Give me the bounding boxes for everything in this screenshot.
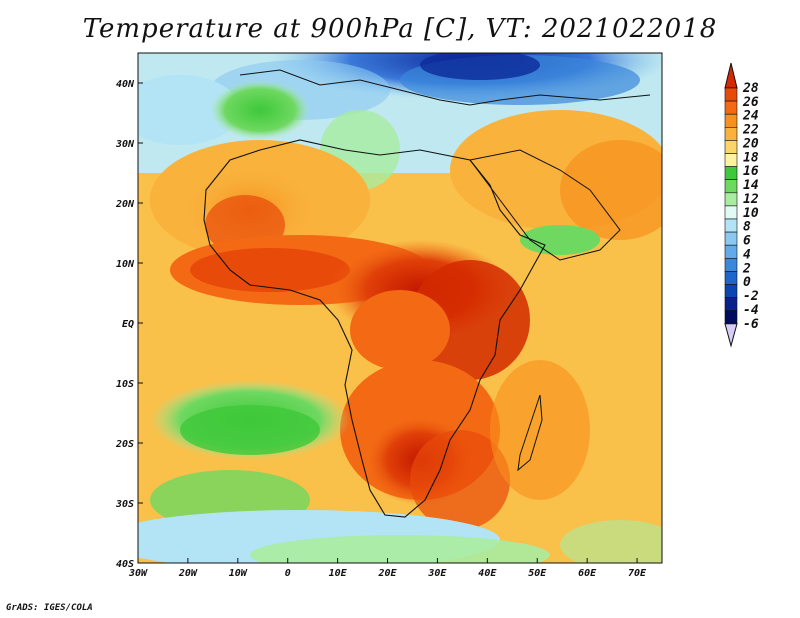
- europe-coastline: [239, 69, 651, 106]
- colorbar-segment: [724, 192, 738, 207]
- x-tick-label: 30W: [128, 568, 148, 579]
- colorbar-label: -4: [743, 303, 759, 318]
- colorbar-label: 22: [742, 123, 759, 138]
- map-frame: [137, 52, 663, 564]
- colorbar-segment: [724, 284, 738, 298]
- y-tick-label: 20N: [115, 199, 135, 210]
- colorbar-segment: [724, 100, 738, 115]
- x-tick-label: 60E: [578, 568, 597, 579]
- colorbar-label: -2: [743, 289, 759, 304]
- colorbar-segment: [724, 153, 738, 167]
- colorbar-segment: [724, 310, 738, 325]
- colorbar-label: 20: [742, 136, 759, 151]
- colorbar-label: -6: [743, 317, 759, 332]
- africa-coastline: [203, 139, 546, 518]
- colorbar-label: 4: [743, 247, 751, 262]
- x-tick-label: 30E: [427, 568, 447, 579]
- temperature-field: [138, 53, 662, 563]
- colorbar-label: 6: [743, 234, 751, 249]
- x-tick-label: 20E: [377, 568, 397, 579]
- y-tick-label: 30N: [115, 139, 135, 150]
- credit-label: GrADS: IGES/COLA: [6, 603, 93, 613]
- colorbar-segment: [724, 179, 738, 194]
- colorbar-segment: [724, 87, 738, 102]
- colorbar-label: 18: [743, 150, 759, 165]
- colorbar-label: 16: [743, 164, 759, 179]
- x-tick-label: 20W: [178, 568, 198, 579]
- colorbar-label: 28: [742, 81, 759, 96]
- colorbar-label: 2: [742, 261, 751, 276]
- x-tick-label: 70E: [628, 568, 647, 579]
- x-tick-label: 40E: [478, 568, 497, 579]
- colorbar-segment: [724, 166, 738, 181]
- colorbar-label: 10: [743, 206, 759, 221]
- colorbar-segment: [724, 127, 738, 141]
- y-tick-label: 40N: [116, 79, 135, 90]
- y-tick-label: 40S: [116, 559, 134, 570]
- page-title: Temperature at 900hPa [C], VT: 202102201…: [82, 14, 718, 44]
- colorbar-segment: [724, 205, 738, 220]
- arabia-outline: [469, 149, 621, 261]
- colorbar-label: 0: [743, 275, 751, 290]
- colorbar-top-arrow: [724, 62, 738, 89]
- colorbar-label: 8: [743, 220, 751, 235]
- colorbar-segment: [724, 297, 738, 312]
- madagascar-outline: [517, 394, 543, 472]
- colorbar-segment: [724, 218, 738, 233]
- x-tick-label: 10E: [329, 568, 348, 579]
- x-tick-label: 0: [285, 568, 291, 579]
- y-tick-label: 20S: [115, 439, 134, 450]
- y-tick-label: 10S: [116, 379, 134, 390]
- colorbar-label: 24: [742, 109, 759, 124]
- y-tick-label: EQ: [122, 319, 134, 330]
- colorbar-label: 12: [743, 192, 759, 207]
- colorbar-segment: [724, 244, 738, 259]
- colorbar-bottom-arrow: [724, 323, 738, 348]
- x-tick-label: 50E: [528, 568, 547, 579]
- colorbar-label: 26: [742, 95, 759, 110]
- colorbar-label: 14: [743, 178, 759, 193]
- colorbar-segment: [724, 113, 738, 128]
- colorbar-segment: [724, 231, 738, 246]
- y-tick-label: 10N: [116, 259, 135, 270]
- colorbar-segment: [724, 257, 738, 272]
- colorbar-segment: [724, 140, 738, 154]
- y-axis-ticks: 40N 30N 20N 10N EQ 10S 20S 30S 40S: [115, 79, 143, 570]
- colorbar-segment: [724, 271, 738, 285]
- y-tick-label: 30S: [115, 499, 134, 510]
- x-tick-label: 10W: [229, 568, 248, 579]
- x-axis-ticks: 30W 20W 10W 0 10E 20E 30E 40E 50E 60E 70E: [128, 558, 647, 579]
